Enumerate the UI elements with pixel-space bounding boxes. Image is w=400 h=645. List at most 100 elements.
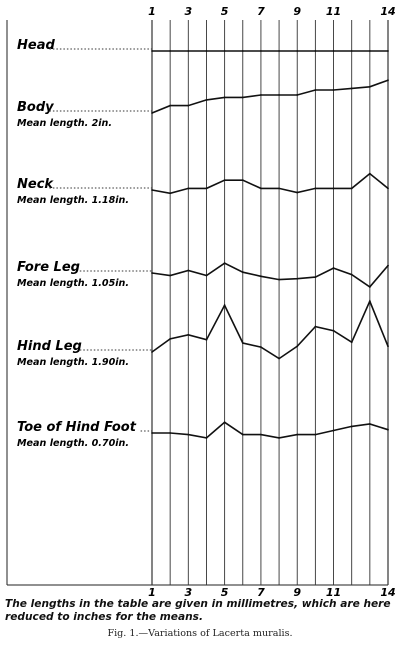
point-hind-leg-1 <box>151 351 153 353</box>
point-head-4 <box>205 50 208 52</box>
point-body-3 <box>187 104 190 107</box>
point-neck-12 <box>350 187 353 190</box>
point-neck-6 <box>241 179 244 182</box>
series-label-body: Body <box>17 100 54 115</box>
point-head-14 <box>387 50 389 52</box>
point-body-11 <box>332 89 335 91</box>
series-sublabel-toe-of-hind-foot: Mean length. 0.70in. <box>17 438 129 449</box>
point-toe-of-hind-foot-9 <box>296 433 299 436</box>
point-toe-of-hind-foot-8 <box>278 437 280 439</box>
point-toe-of-hind-foot-3 <box>187 433 190 436</box>
point-neck-5 <box>223 179 226 182</box>
point-hind-leg-9 <box>296 345 299 348</box>
series-sublabel-fore-leg: Mean length. 1.05in. <box>17 278 129 289</box>
point-neck-7 <box>260 187 262 190</box>
series-label-fore-leg: Fore Leg <box>17 260 80 275</box>
point-toe-of-hind-foot-5 <box>223 421 226 424</box>
point-neck-3 <box>187 187 190 190</box>
point-fore-leg-6 <box>241 271 244 274</box>
x-tick-top-3: 3 <box>184 5 192 18</box>
point-toe-of-hind-foot-7 <box>260 433 262 436</box>
point-body-8 <box>278 94 280 96</box>
point-hind-leg-11 <box>332 329 335 332</box>
series-label-hind-leg: Hind Leg <box>17 339 82 354</box>
x-tick-bottom-3: 3 <box>184 586 192 599</box>
point-neck-8 <box>278 187 280 190</box>
point-fore-leg-11 <box>332 267 335 269</box>
series-line-body <box>151 79 389 114</box>
point-body-2 <box>169 104 172 107</box>
point-hind-leg-4 <box>205 338 208 341</box>
point-hind-leg-10 <box>314 325 317 328</box>
point-fore-leg-3 <box>187 269 190 272</box>
series-line-toe-of-hind-foot <box>152 421 389 439</box>
point-fore-leg-1 <box>151 272 153 274</box>
point-head-7 <box>260 50 262 52</box>
point-hind-leg-13 <box>368 300 371 303</box>
point-fore-leg-10 <box>314 276 317 278</box>
x-tick-top-5: 5 <box>221 5 229 18</box>
point-body-9 <box>296 94 299 96</box>
point-toe-of-hind-foot-1 <box>151 432 153 434</box>
point-body-12 <box>350 87 353 90</box>
point-body-1 <box>151 112 153 114</box>
point-hind-leg-3 <box>187 333 190 336</box>
point-fore-leg-8 <box>278 278 280 281</box>
point-head-13 <box>368 50 371 52</box>
point-body-5 <box>223 96 226 99</box>
series-label-head: Head <box>17 38 55 53</box>
point-body-13 <box>368 85 371 88</box>
point-neck-4 <box>205 187 208 190</box>
point-head-8 <box>278 50 280 52</box>
point-body-6 <box>241 96 244 99</box>
series-sublabel-hind-leg: Mean length. 1.90in. <box>17 357 129 368</box>
x-tick-top-11: 11 <box>326 5 341 18</box>
point-fore-leg-13 <box>368 286 371 288</box>
point-toe-of-hind-foot-4 <box>205 437 208 439</box>
point-neck-13 <box>368 172 371 175</box>
point-hind-leg-5 <box>223 304 226 307</box>
point-head-5 <box>223 50 226 52</box>
point-neck-2 <box>169 192 172 195</box>
series-label-neck: Neck <box>17 177 54 192</box>
point-toe-of-hind-foot-14 <box>387 428 389 431</box>
grid-lines <box>6 20 389 586</box>
point-toe-of-hind-foot-12 <box>350 425 353 428</box>
point-head-1 <box>151 50 153 52</box>
series-line-fore-leg <box>151 262 389 288</box>
point-hind-leg-14 <box>387 345 389 348</box>
point-neck-10 <box>314 187 317 190</box>
point-neck-11 <box>332 187 335 190</box>
point-hind-leg-2 <box>169 337 172 340</box>
point-head-2 <box>169 50 172 52</box>
point-hind-leg-12 <box>350 341 353 344</box>
point-hind-leg-6 <box>241 342 244 344</box>
series-line-hind-leg <box>151 299 389 360</box>
point-fore-leg-2 <box>169 274 172 277</box>
point-hind-leg-7 <box>260 346 262 348</box>
point-head-6 <box>241 50 244 52</box>
series-lines <box>151 50 389 439</box>
x-tick-bottom-7: 7 <box>257 586 265 599</box>
point-head-9 <box>296 50 299 52</box>
series-line-neck <box>151 172 389 195</box>
point-head-11 <box>332 50 335 52</box>
point-fore-leg-14 <box>387 264 389 267</box>
x-tick-bottom-11: 11 <box>326 586 341 599</box>
point-fore-leg-4 <box>205 274 208 277</box>
point-head-3 <box>187 50 190 52</box>
series-sublabel-neck: Mean length. 1.18in. <box>17 195 129 206</box>
point-toe-of-hind-foot-6 <box>241 433 244 436</box>
x-tick-top-9: 9 <box>293 5 301 18</box>
point-toe-of-hind-foot-2 <box>169 432 172 434</box>
point-fore-leg-12 <box>350 273 353 276</box>
point-hind-leg-8 <box>278 357 280 360</box>
x-tick-bottom-14: 14 <box>380 586 395 599</box>
x-ticks-top: 1 3 5 7 9 11 14 <box>148 5 395 18</box>
x-tick-bottom-5: 5 <box>221 586 229 599</box>
point-body-10 <box>314 89 317 91</box>
x-tick-top-14: 14 <box>380 5 395 18</box>
point-toe-of-hind-foot-11 <box>332 429 335 432</box>
point-body-14 <box>387 79 389 82</box>
